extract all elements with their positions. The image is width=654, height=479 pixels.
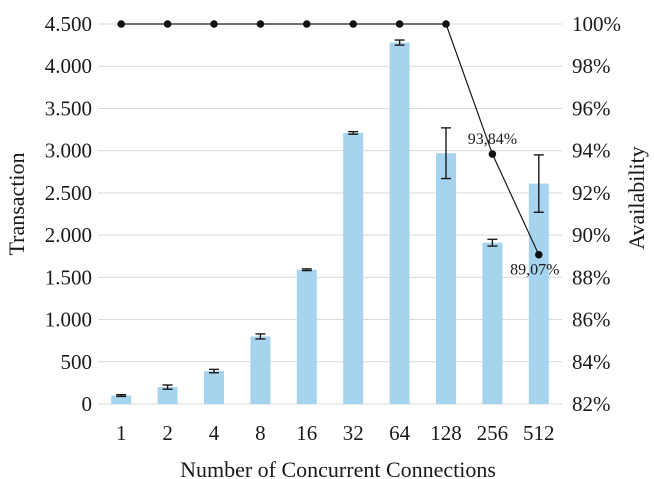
x-axis-ticks: 1 2 4 8 16 32 64 128 256 512 (116, 421, 555, 445)
y-tick-label: 1.500 (45, 265, 92, 289)
availability-line (121, 23, 540, 255)
y2-tick-label: 82% (572, 392, 611, 416)
availability-point (117, 20, 125, 28)
y2-tick-label: 90% (572, 223, 611, 247)
bars (111, 42, 549, 404)
x-tick-label: 16 (296, 421, 317, 445)
y-tick-label: 3.000 (45, 139, 92, 163)
bar (250, 336, 271, 404)
availability-data-label: 93,84% (468, 131, 517, 148)
availability-point (303, 20, 311, 28)
y2-tick-label: 98% (572, 54, 611, 78)
availability-point (395, 20, 404, 28)
y-tick-label: 2.500 (45, 181, 92, 205)
availability-point (488, 150, 497, 158)
error-bars (116, 39, 544, 398)
x-tick-label: 256 (477, 421, 509, 445)
x-tick-label: 4 (209, 421, 220, 445)
y2-axis-title: Availability (624, 146, 649, 249)
y2-tick-label: 100% (572, 12, 621, 36)
availability-point (442, 20, 450, 28)
right-axis-ticks: 82% 84% 86% 88% 90% 92% 94% 96% 98% 100% (572, 12, 621, 416)
availability-point (163, 20, 172, 28)
availability-point (535, 250, 543, 259)
x-tick-label: 8 (255, 421, 266, 445)
bar (389, 42, 410, 404)
availability-series (117, 20, 543, 259)
y2-tick-label: 96% (572, 96, 611, 120)
x-axis-title: Number of Concurrent Connections (180, 457, 496, 479)
y2-tick-label: 88% (572, 265, 611, 289)
y-tick-label: 3.500 (45, 96, 92, 120)
availability-point (210, 20, 218, 28)
bar (296, 269, 317, 404)
bar (482, 242, 503, 404)
grid-lines (98, 23, 562, 405)
y2-tick-label: 84% (572, 350, 611, 374)
y-tick-label: 4.000 (45, 54, 92, 78)
bar (204, 371, 224, 404)
data-labels: 93,84% 89,07% (468, 131, 560, 279)
x-tick-label: 64 (389, 421, 411, 445)
bar (528, 183, 549, 404)
x-tick-label: 512 (523, 421, 555, 445)
x-tick-label: 1 (116, 421, 127, 445)
left-axis-ticks: 0 500 1.000 1.500 2.000 2.500 3.000 3.500 4.000 4… (45, 12, 92, 416)
x-tick-label: 32 (343, 421, 364, 445)
y-tick-label: 500 (61, 350, 93, 374)
bar (157, 387, 178, 404)
x-tick-label: 2 (162, 421, 173, 445)
availability-point (256, 20, 265, 28)
bar (111, 395, 132, 404)
bar (343, 132, 364, 404)
y-tick-label: 0 (82, 392, 93, 416)
x-tick-label: 128 (430, 421, 462, 445)
bar (436, 153, 456, 404)
availability-data-label: 89,07% (510, 262, 559, 279)
y2-tick-label: 86% (572, 308, 611, 332)
y-tick-label: 4.500 (45, 12, 92, 36)
y2-tick-label: 94% (572, 139, 611, 163)
y-tick-label: 2.000 (45, 223, 92, 247)
availability-point (349, 20, 358, 28)
y-tick-label: 1.000 (45, 308, 92, 332)
y-axis-title: Transaction (4, 152, 29, 255)
y2-tick-label: 92% (572, 181, 611, 205)
